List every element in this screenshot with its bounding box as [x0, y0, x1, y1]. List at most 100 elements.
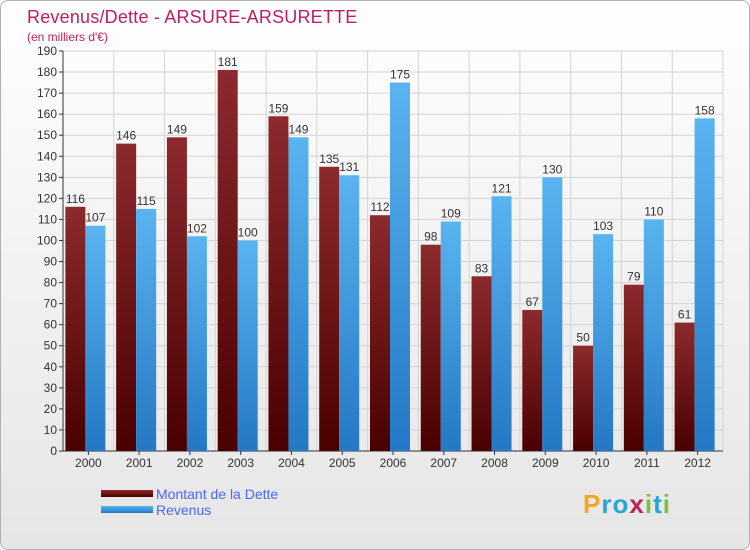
legend-swatch-debt [101, 490, 153, 497]
x-tick-label: 2002 [177, 456, 204, 470]
y-tick-label: 160 [37, 107, 57, 121]
y-tick-label: 110 [38, 212, 57, 226]
logo-letter: P [583, 489, 602, 519]
logo-letter: r [601, 489, 613, 519]
chart-subtitle: (en milliers d'€) [27, 30, 108, 44]
bar-revenus [85, 225, 106, 451]
data-label-dette: 112 [370, 200, 389, 214]
x-tick-label: 2011 [634, 456, 660, 470]
data-label-revenus: 109 [441, 207, 461, 221]
bar-revenus [542, 177, 563, 451]
y-tick-label: 180 [37, 65, 57, 79]
bar-dette [522, 309, 543, 451]
bar-dette [116, 143, 137, 451]
data-label-dette: 146 [116, 129, 136, 143]
data-label-dette: 135 [319, 152, 339, 166]
bar-revenus [136, 208, 157, 451]
y-tick-label: 60 [44, 318, 58, 332]
data-label-dette: 83 [475, 261, 489, 275]
y-tick-label: 120 [37, 191, 57, 205]
y-tick-label: 190 [37, 44, 57, 58]
bar-revenus [593, 234, 614, 451]
data-label-revenus: 175 [390, 68, 410, 82]
x-tick-label: 2004 [278, 456, 305, 470]
data-label-dette: 98 [424, 230, 438, 244]
data-label-dette: 116 [66, 192, 85, 206]
x-tick-label: 2003 [227, 456, 254, 470]
bar-dette [674, 322, 695, 451]
legend-swatch-revenus [101, 506, 153, 513]
x-tick-label: 2010 [583, 456, 610, 470]
logo-letter: t [653, 489, 663, 519]
chart-title: Revenus/Dette - ARSURE-ARSURETTE [27, 7, 358, 27]
data-label-revenus: 107 [85, 211, 105, 225]
bar-dette [471, 276, 492, 451]
data-label-revenus: 121 [492, 181, 512, 195]
data-label-dette: 61 [678, 308, 692, 322]
logo-letter: i [662, 489, 671, 519]
data-label-dette: 181 [218, 55, 238, 69]
y-tick-label: 170 [37, 86, 57, 100]
data-label-revenus: 131 [339, 160, 359, 174]
y-tick-label: 20 [44, 402, 58, 416]
bar-revenus [237, 240, 258, 451]
bar-revenus [643, 219, 664, 451]
bar-dette [370, 215, 390, 451]
bar-dette [166, 137, 187, 451]
bar-dette [65, 206, 86, 451]
x-tick-label: 2009 [532, 456, 559, 470]
legend-label-debt: Montant de la Dette [156, 486, 279, 502]
x-tick-label: 2006 [380, 456, 407, 470]
proxiti-logo: Proxiti [583, 489, 671, 520]
y-tick-label: 130 [37, 170, 57, 184]
bar-dette [319, 166, 340, 451]
bar-revenus [694, 118, 715, 452]
bar-revenus [390, 82, 410, 451]
y-tick-label: 150 [37, 128, 57, 142]
y-tick-label: 30 [44, 381, 58, 395]
x-tick-label: 2005 [329, 456, 356, 470]
data-label-dette: 159 [268, 101, 288, 115]
bar-dette [217, 69, 238, 452]
bar-dette [623, 284, 644, 451]
bar-revenus [339, 175, 360, 452]
data-label-revenus: 158 [695, 103, 715, 117]
data-label-revenus: 115 [137, 194, 156, 208]
y-tick-label: 90 [44, 255, 58, 269]
bar-dette [420, 244, 441, 451]
x-tick-label: 2000 [75, 456, 102, 470]
bar-revenus [288, 137, 309, 451]
y-tick-label: 100 [37, 233, 57, 247]
x-tick-label: 2007 [430, 456, 457, 470]
y-tick-label: 50 [44, 339, 58, 353]
y-tick-label: 0 [50, 444, 57, 458]
bar-dette [268, 116, 289, 452]
bar-revenus [186, 236, 207, 451]
logo-letter: o [612, 489, 630, 519]
y-tick-label: 80 [44, 276, 58, 290]
data-label-dette: 149 [167, 122, 187, 136]
x-tick-label: 2012 [684, 456, 711, 470]
x-tick-label: 2001 [126, 456, 153, 470]
logo-letter: i [644, 489, 654, 519]
bar-revenus [491, 196, 512, 451]
data-label-revenus: 130 [542, 162, 562, 176]
data-label-dette: 67 [526, 295, 540, 309]
y-tick-label: 140 [37, 149, 57, 163]
data-label-revenus: 100 [238, 225, 258, 239]
data-label-revenus: 102 [187, 221, 207, 235]
data-label-dette: 79 [627, 270, 641, 284]
y-tick-label: 40 [44, 360, 58, 374]
y-tick-label: 10 [44, 423, 58, 437]
bar-dette [573, 345, 594, 451]
logo-letter: x [629, 489, 645, 519]
y-tick-label: 70 [44, 297, 58, 311]
data-label-revenus: 103 [593, 219, 613, 233]
x-tick-label: 2008 [481, 456, 508, 470]
data-label-revenus: 110 [644, 204, 663, 218]
legend-label-revenus: Revenus [156, 502, 212, 518]
bar-revenus [440, 221, 461, 451]
data-label-revenus: 149 [288, 122, 308, 136]
